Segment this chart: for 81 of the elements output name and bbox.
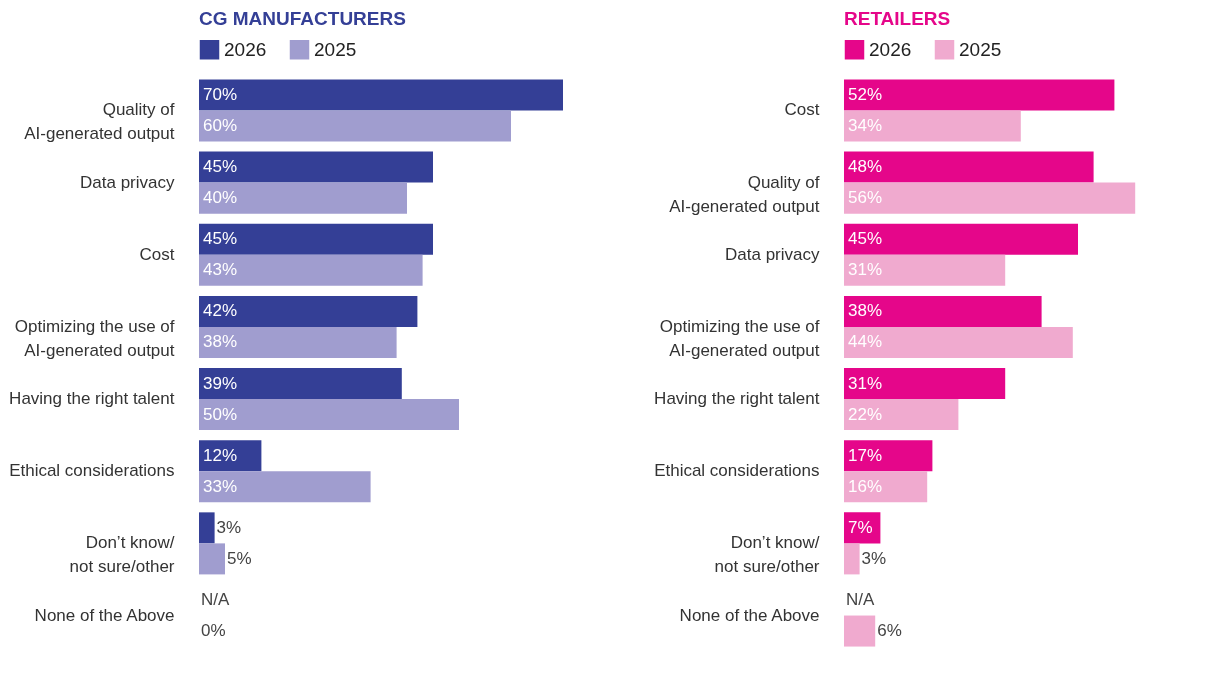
bar (199, 79, 563, 111)
bar (199, 512, 215, 544)
bar (199, 471, 371, 503)
data-label: 48% (848, 157, 883, 177)
y-tick-label: Quality of AI-generated output (669, 172, 820, 216)
data-label: 6% (877, 621, 902, 641)
bar (844, 368, 1006, 400)
data-label: 39% (203, 373, 238, 393)
y-tick-label: Data privacy (725, 244, 820, 264)
bar (199, 182, 407, 214)
text: N/A (201, 590, 230, 610)
data-label: 70% (203, 84, 238, 104)
legend-label: 2026 (224, 38, 267, 60)
y-tick-label: None of the Above (679, 605, 820, 625)
bar (199, 295, 418, 327)
data-label: 12% (203, 445, 238, 465)
y-tick-label: Don’t know/ not sure/other (714, 533, 820, 577)
data-label: 60% (203, 115, 238, 135)
bar (199, 399, 459, 431)
bar (199, 110, 511, 142)
chart-title: CG MANUFACTURERS (199, 8, 406, 29)
data-label: 40% (203, 188, 238, 208)
y-tick-label: Cost (139, 244, 175, 264)
data-label: 45% (203, 157, 238, 177)
bar (844, 223, 1078, 255)
data-label: 44% (848, 332, 883, 352)
data-label: 31% (848, 260, 883, 280)
bar (199, 543, 225, 575)
bar (844, 615, 876, 647)
y-tick-label: Optimizing the use of AI-generated output (659, 316, 820, 360)
data-label: 52% (848, 84, 883, 104)
legend-label: 2025 (314, 38, 357, 60)
data-label: 16% (848, 476, 883, 496)
bar (844, 440, 933, 472)
y-tick-label: Data privacy (80, 172, 175, 192)
y-tick-label: Don’t know/ not sure/other (69, 533, 175, 577)
legend-label: 2026 (869, 38, 912, 60)
bar (844, 295, 1042, 327)
data-label: 33% (203, 476, 238, 496)
bar (844, 543, 860, 575)
bar (844, 182, 1136, 214)
bar (199, 254, 423, 286)
data-label: 17% (848, 445, 883, 465)
bar (844, 151, 1094, 183)
bar (844, 79, 1115, 111)
y-tick-label: Optimizing the use of AI-generated output (14, 316, 175, 360)
data-label: 3% (216, 517, 242, 537)
data-label: 0% (201, 621, 226, 641)
bar (844, 254, 1006, 286)
legend-label: 2025 (959, 38, 1002, 60)
bar (199, 326, 397, 358)
text: N/A (846, 590, 875, 610)
bar (844, 399, 959, 431)
bar (844, 110, 1021, 142)
data-label: 38% (848, 301, 883, 321)
bar (844, 471, 928, 503)
data-label: 34% (848, 115, 883, 135)
y-tick-label: Having the right talent (9, 389, 175, 409)
data-label: 45% (203, 229, 238, 249)
data-label: 3% (861, 548, 887, 568)
chart-title: RETAILERS (844, 8, 951, 29)
y-tick-label: Ethical considerations (654, 461, 820, 481)
bar (199, 151, 433, 183)
y-tick-label: Having the right talent (654, 389, 820, 409)
bar (199, 223, 433, 255)
data-label: 43% (203, 260, 238, 280)
bar (844, 326, 1073, 358)
y-tick-label: Quality of AI-generated output (24, 100, 175, 144)
y-tick-label: None of the Above (34, 605, 175, 625)
data-label: 22% (848, 404, 883, 424)
data-label: 42% (203, 301, 238, 321)
y-tick-label: Cost (784, 100, 820, 120)
bar (199, 368, 402, 400)
data-label: 38% (203, 332, 238, 352)
data-label: 5% (227, 548, 252, 568)
data-label: 7% (848, 517, 873, 537)
data-label: 31% (848, 373, 883, 393)
y-tick-label: Ethical considerations (9, 461, 175, 481)
data-label: 50% (203, 404, 238, 424)
data-label: 56% (848, 188, 883, 208)
data-label: 45% (848, 229, 883, 249)
